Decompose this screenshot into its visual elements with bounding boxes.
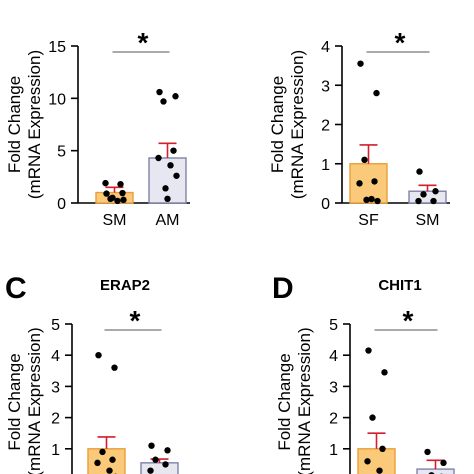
data-point	[119, 189, 126, 197]
data-point	[120, 196, 127, 204]
data-point	[424, 448, 431, 456]
data-point	[102, 179, 109, 187]
data-point	[148, 442, 155, 449]
data-point	[111, 364, 118, 371]
y-tick-label: 4	[321, 39, 330, 56]
y-axis-title-line: Fold Change	[275, 353, 294, 450]
y-tick-label: 3	[321, 78, 330, 95]
data-point	[109, 194, 116, 201]
data-point	[361, 156, 368, 164]
data-point	[106, 467, 113, 474]
y-tick-label: 5	[329, 317, 338, 334]
y-tick-label: 3	[329, 379, 338, 396]
y-tick-label: 4	[329, 348, 338, 365]
y-axis-title-line: Fold Change	[5, 76, 24, 173]
data-point	[114, 197, 121, 205]
data-point	[356, 180, 363, 187]
data-point	[381, 369, 388, 376]
panel-1: 0 5 10 15 Fold Change (mRNA Expression) SM AM *	[5, 27, 190, 229]
y-tick-label: 2	[329, 411, 338, 428]
data-point	[155, 154, 162, 162]
y-axis-title-line: (mRNA Expression)	[288, 50, 307, 199]
data-point	[368, 195, 375, 203]
data-point	[374, 197, 381, 205]
data-point	[109, 456, 116, 463]
y-axis-title-line: Fold Change	[5, 353, 24, 450]
bar	[148, 157, 187, 204]
data-point	[363, 196, 370, 204]
data-point	[147, 467, 154, 474]
x-tick-label: SM	[416, 212, 440, 229]
y-axis-title-line: (mRNA Expression)	[25, 50, 44, 199]
y-axis-title-line: (mRNA Expression)	[25, 327, 44, 474]
y-tick-label: 1	[51, 442, 60, 459]
panel-2: 0 1 2 3 4 Fold Change (mRNA Expression) SF SM *	[268, 27, 450, 229]
y-tick-label: 3	[51, 379, 60, 396]
data-point	[379, 445, 386, 452]
y-tick-label: 1	[329, 442, 338, 459]
data-point	[416, 168, 423, 175]
y-tick-label: 2	[51, 411, 60, 428]
panel-title: ERAP2	[100, 277, 150, 294]
panel-4: 1 2 3 4 5 Fold Change (mRNA Expression) * D CHIT1	[272, 272, 455, 474]
data-point	[365, 347, 372, 354]
data-point	[373, 89, 380, 97]
data-point	[430, 197, 437, 205]
data-point	[440, 459, 447, 467]
data-point	[415, 197, 422, 205]
data-point	[162, 185, 169, 192]
data-point	[164, 447, 171, 454]
data-point	[167, 162, 174, 169]
x-tick-label: SM	[103, 212, 127, 229]
significance-star: *	[138, 27, 149, 58]
data-point	[99, 448, 106, 456]
data-point	[152, 456, 159, 463]
significance-star: *	[130, 305, 141, 336]
panel-letter: D	[272, 272, 294, 305]
y-tick-label: 10	[48, 91, 66, 108]
data-point	[160, 98, 167, 105]
y-tick-label: 15	[48, 39, 66, 56]
y-axis-title-line: Fold Change	[268, 76, 287, 173]
data-point	[117, 180, 124, 188]
bar	[140, 462, 179, 474]
y-axis-title-line: (mRNA Expression)	[295, 327, 314, 474]
data-point	[103, 190, 110, 197]
panel-3: 1 2 3 4 5 Fold Change (mRNA Expression) * C ERAP2	[5, 272, 179, 474]
y-tick-label: 0	[57, 196, 66, 213]
panel-letter: C	[5, 272, 27, 305]
data-point	[364, 458, 371, 465]
bar	[416, 468, 455, 474]
significance-star: *	[395, 27, 406, 58]
panel-title: CHIT1	[378, 277, 421, 294]
data-point	[357, 60, 364, 67]
bar	[408, 190, 447, 204]
y-tick-label: 0	[321, 196, 330, 213]
data-point	[376, 467, 383, 474]
bar	[349, 163, 388, 204]
data-point	[173, 172, 180, 179]
data-point	[170, 147, 177, 154]
data-point	[95, 352, 102, 359]
y-tick-label: 2	[321, 118, 330, 135]
data-point	[420, 191, 427, 198]
data-point	[164, 195, 171, 203]
data-point	[432, 188, 439, 195]
data-point	[371, 178, 378, 185]
data-point	[369, 414, 376, 421]
data-point	[156, 88, 163, 96]
y-tick-label: 4	[51, 348, 60, 365]
data-point	[94, 459, 101, 467]
data-point	[162, 461, 169, 468]
significance-star: *	[403, 305, 414, 336]
y-tick-label: 5	[57, 144, 66, 161]
y-tick-label: 1	[321, 157, 330, 174]
data-point	[172, 93, 179, 100]
x-tick-label: AM	[156, 212, 180, 229]
x-tick-label: SF	[358, 212, 379, 229]
y-tick-label: 5	[51, 317, 60, 334]
